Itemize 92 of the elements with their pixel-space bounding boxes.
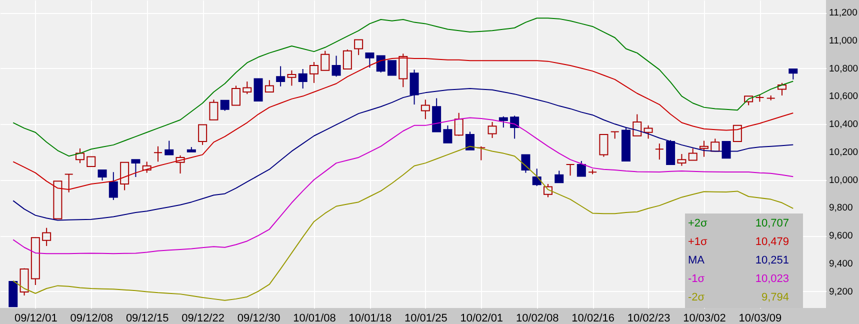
candlestick <box>554 170 564 184</box>
y-tick-label: 10,800 <box>829 63 858 74</box>
candlestick <box>632 114 642 136</box>
candlestick <box>332 55 341 78</box>
x-tick-label: 09/12/08 <box>70 312 114 324</box>
text: +1σ <box>688 236 708 248</box>
x-tick-label: 09/12/01 <box>14 312 58 324</box>
candlestick <box>599 134 608 158</box>
candlestick <box>420 99 430 120</box>
candlestick <box>566 164 575 176</box>
text: -1σ <box>688 273 705 285</box>
candlestick <box>510 115 520 140</box>
candlestick <box>688 148 698 161</box>
x-tick-label: 10/01/08 <box>293 312 336 324</box>
candlestick <box>98 170 107 181</box>
candlestick <box>644 124 653 140</box>
candlestick <box>75 148 84 164</box>
candlestick <box>732 124 742 142</box>
text: -2σ <box>688 292 705 304</box>
candlestick <box>298 68 308 89</box>
candlestick <box>654 143 664 160</box>
x-tick-label: 09/12/22 <box>182 312 224 324</box>
y-tick-label: 10,400 <box>829 119 858 130</box>
candlestick <box>264 80 274 92</box>
candlestick <box>465 131 474 150</box>
text: MA <box>688 254 706 266</box>
candlestick <box>532 168 542 187</box>
y-tick-label: 10,600 <box>829 91 858 102</box>
candlestick <box>610 131 620 140</box>
x-tick-label: 09/12/15 <box>126 312 169 324</box>
candlestick <box>42 227 52 246</box>
candlestick <box>254 78 263 102</box>
annotation: 10,023 <box>755 273 789 285</box>
candlestick <box>209 99 218 120</box>
annotation: 9,794 <box>761 292 789 304</box>
candlestick <box>342 48 352 70</box>
x-tick-label: 10/03/02 <box>683 312 726 324</box>
candlestick <box>231 85 240 106</box>
candlestick <box>287 70 296 86</box>
candlestick <box>153 146 162 162</box>
x-tick-label: 09/12/30 <box>237 312 280 324</box>
candlestick <box>576 160 586 177</box>
candlestick <box>309 62 318 84</box>
y-tick-label: 9,600 <box>829 230 853 242</box>
candlestick <box>443 124 452 144</box>
candlestick <box>108 172 118 200</box>
candlestick <box>376 55 386 73</box>
candlestick <box>710 138 720 152</box>
x-tick-label: 10/01/18 <box>348 312 392 324</box>
candlestick <box>242 81 252 95</box>
candlestick <box>677 154 686 166</box>
candlestick <box>365 52 374 68</box>
candlestick <box>788 68 798 80</box>
x-tick-label: 10/02/01 <box>460 312 504 324</box>
candlestick <box>20 268 29 296</box>
y-tick-label: 10,200 <box>829 146 858 158</box>
candlestick <box>666 140 676 165</box>
y-tick-label: 9,800 <box>829 202 853 214</box>
y-tick-label: 11,200 <box>829 8 858 19</box>
candlestick <box>454 112 464 136</box>
x-tick-label: 10/02/08 <box>516 312 559 324</box>
candlestick <box>722 140 731 159</box>
candlestick <box>498 116 508 128</box>
candlestick <box>198 124 208 146</box>
candlestick <box>164 140 174 156</box>
candlestick <box>488 121 497 138</box>
candlestick <box>354 39 364 56</box>
candlestick <box>521 154 530 174</box>
candlestick <box>120 162 130 191</box>
candlestick <box>387 60 396 76</box>
x-tick-label: 10/03/09 <box>738 312 782 324</box>
candlestick <box>276 66 286 87</box>
candlestick <box>86 156 96 168</box>
x-tick-label: 10/01/25 <box>404 312 448 324</box>
annotation: 10,251 <box>755 254 789 266</box>
line-series <box>12 117 794 254</box>
y-tick-label: 9,200 <box>829 286 853 298</box>
candlestick <box>64 174 74 193</box>
y-tick-label: 9,400 <box>829 258 853 270</box>
candlestick <box>398 53 408 88</box>
x-tick-label: 10/02/23 <box>627 312 670 324</box>
x-tick-label: 10/02/16 <box>572 312 614 324</box>
candlestick <box>476 146 486 161</box>
text: +2σ <box>688 218 708 230</box>
candlestick <box>220 100 230 112</box>
candlestick <box>320 50 330 71</box>
candlestick <box>700 140 708 158</box>
y-tick-label: 10,000 <box>829 174 858 186</box>
y-tick-label: 11,000 <box>829 35 858 46</box>
annotation: 10,479 <box>755 236 789 248</box>
candlestick <box>131 159 140 178</box>
annotation: 10,707 <box>755 218 789 230</box>
